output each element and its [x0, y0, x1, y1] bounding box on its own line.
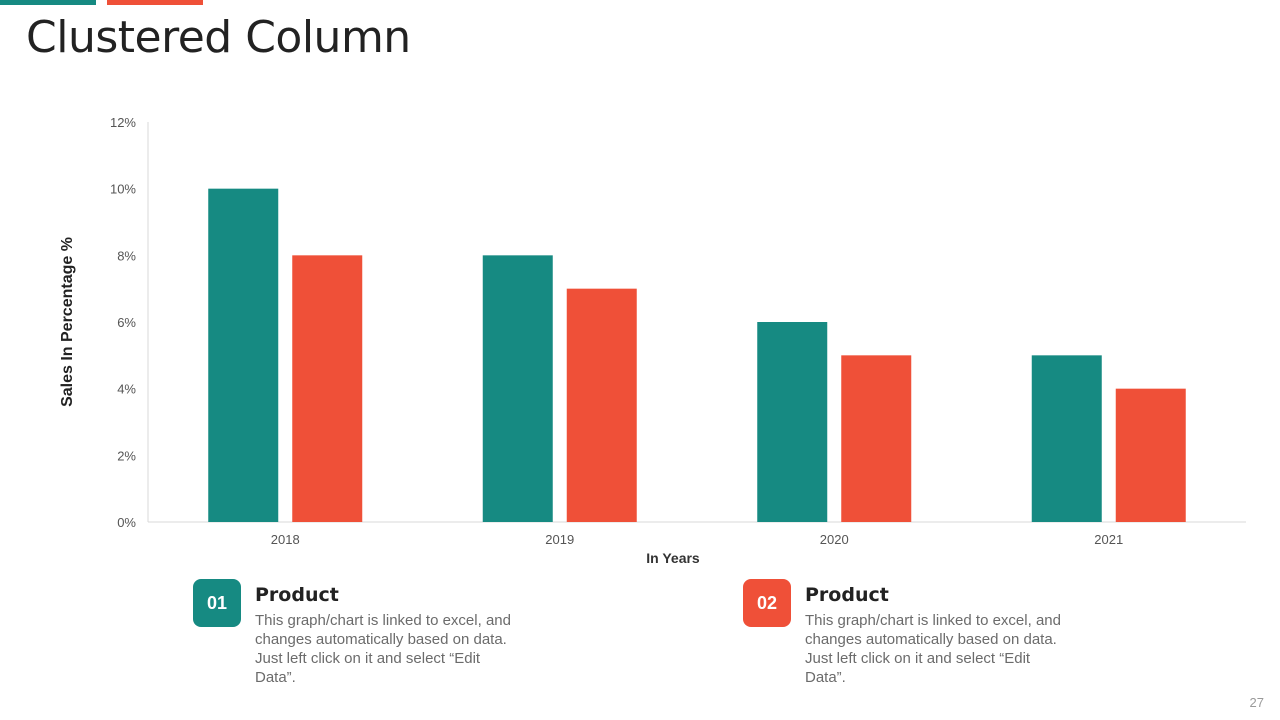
y-tick-label: 8%: [117, 248, 136, 263]
bar-series-1-2018: [208, 188, 279, 522]
x-axis-title: In Years: [646, 550, 700, 566]
bar-series-1-2019: [482, 255, 553, 523]
bar-series-1-2020: [757, 322, 828, 522]
slide-title: Clustered Column: [26, 12, 411, 63]
bar-series-2-2019: [566, 288, 637, 522]
x-tick-label: 2020: [820, 532, 849, 547]
legend-badge-02: 02: [743, 579, 791, 627]
y-tick-label: 4%: [117, 382, 136, 397]
legend-title-01: Product: [255, 584, 339, 606]
accent-bar-red: [107, 0, 203, 5]
y-tick-label: 6%: [117, 315, 136, 330]
bar-series-2-2018: [292, 255, 363, 523]
bar-series-2-2021: [1115, 388, 1186, 522]
bar-series-1-2021: [1031, 355, 1102, 522]
y-tick-label: 12%: [110, 115, 136, 130]
bar-series-2-2020: [841, 355, 912, 522]
x-tick-label: 2019: [545, 532, 574, 547]
page-number: 27: [1249, 695, 1264, 710]
y-tick-label: 2%: [117, 448, 136, 463]
legend-description-02: This graph/chart is linked to excel, and…: [805, 612, 1061, 686]
legend-badge-01: 01: [193, 579, 241, 627]
x-tick-label: 2018: [271, 532, 300, 547]
y-tick-label: 0%: [117, 515, 136, 530]
accent-bar-teal: [0, 0, 96, 5]
y-tick-label: 10%: [110, 182, 136, 197]
x-tick-label: 2021: [1094, 532, 1123, 547]
y-axis-title: Sales In Percentage %: [59, 237, 76, 407]
legend-title-02: Product: [805, 584, 889, 606]
legend-description-01: This graph/chart is linked to excel, and…: [255, 612, 511, 686]
